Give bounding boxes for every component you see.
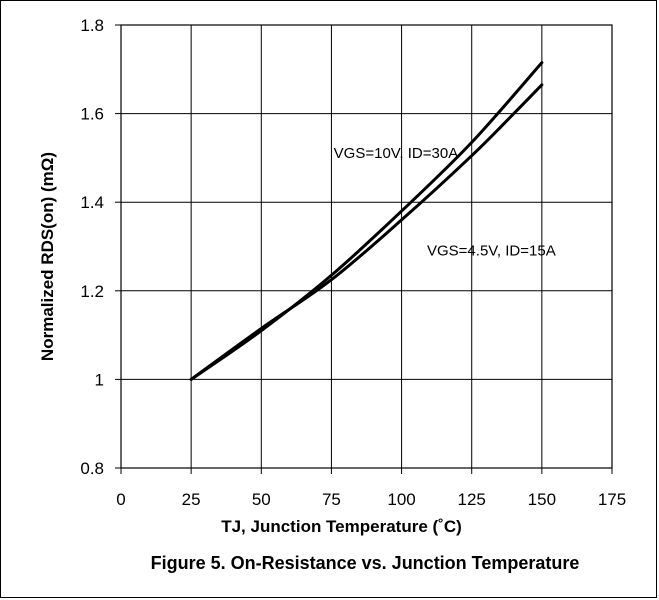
annotations: VGS=10V, ID=30A VGS=4.5V, ID=15A — [334, 145, 556, 259]
x-tick-label: 25 — [182, 490, 201, 509]
series-annotation-1: VGS=10V, ID=30A — [334, 145, 459, 162]
y-tick-label: 1.8 — [80, 16, 104, 35]
plot-area — [120, 24, 613, 469]
x-tick-label: 125 — [458, 490, 486, 509]
y-tick-label: 1.6 — [80, 105, 104, 124]
x-axis: 0 25 50 75 100 125 150 175 — [116, 468, 626, 509]
x-tick-label: 150 — [528, 490, 556, 509]
x-tick-label: 75 — [322, 490, 341, 509]
series-line-2 — [189, 83, 544, 381]
x-tick-label: 50 — [252, 490, 271, 509]
y-tick-label: 1.2 — [80, 282, 104, 301]
x-tick-label: 0 — [116, 490, 125, 509]
y-tick-label: 1.4 — [80, 193, 104, 212]
figure-caption: Figure 5. On-Resistance vs. Junction Tem… — [151, 553, 580, 573]
series-line-1 — [189, 61, 544, 381]
series-annotation-2: VGS=4.5V, ID=15A — [427, 242, 556, 259]
y-tick-label: 1 — [95, 370, 104, 389]
y-axis: 0.8 1 1.2 1.4 1.6 1.8 — [80, 16, 121, 478]
x-tick-label: 100 — [387, 490, 415, 509]
series-group — [189, 61, 544, 381]
y-tick-label: 0.8 — [80, 459, 104, 478]
x-tick-label: 175 — [598, 490, 626, 509]
x-axis-label: TJ, Junction Temperature (˚C) — [221, 517, 462, 536]
y-axis-label: Normalized RDS(on) (mΩ) — [38, 152, 57, 361]
